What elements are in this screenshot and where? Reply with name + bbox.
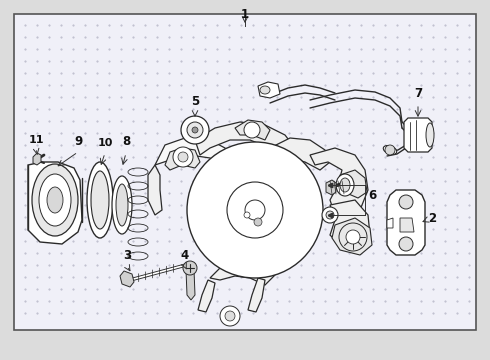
Circle shape (181, 116, 209, 144)
Ellipse shape (91, 171, 109, 229)
Polygon shape (28, 162, 82, 244)
Ellipse shape (260, 86, 270, 94)
Polygon shape (248, 278, 265, 312)
Circle shape (220, 306, 240, 326)
Ellipse shape (47, 187, 63, 213)
Polygon shape (33, 153, 41, 165)
Circle shape (183, 261, 197, 275)
Circle shape (322, 207, 338, 223)
Polygon shape (330, 200, 370, 248)
Polygon shape (210, 262, 275, 285)
Polygon shape (387, 190, 425, 255)
Polygon shape (235, 120, 270, 140)
Polygon shape (387, 218, 393, 228)
Ellipse shape (340, 178, 350, 192)
Ellipse shape (87, 162, 113, 238)
Polygon shape (270, 138, 330, 170)
Polygon shape (310, 148, 368, 220)
Polygon shape (258, 82, 280, 98)
Circle shape (173, 147, 193, 167)
Polygon shape (404, 118, 432, 152)
Circle shape (346, 230, 360, 244)
Text: 11: 11 (28, 135, 44, 145)
FancyBboxPatch shape (14, 14, 476, 330)
Text: 3: 3 (123, 249, 131, 262)
Circle shape (245, 200, 265, 220)
Polygon shape (120, 271, 134, 287)
Polygon shape (195, 122, 295, 158)
Circle shape (244, 122, 260, 138)
Circle shape (225, 311, 235, 321)
Text: 8: 8 (122, 135, 130, 148)
Text: 2: 2 (428, 212, 436, 225)
Text: 7: 7 (414, 87, 422, 100)
Ellipse shape (112, 176, 132, 234)
Ellipse shape (336, 174, 354, 196)
Polygon shape (332, 218, 372, 255)
Polygon shape (338, 170, 367, 198)
Circle shape (326, 211, 334, 219)
Text: 6: 6 (368, 189, 376, 202)
Polygon shape (400, 218, 414, 232)
Text: 1: 1 (241, 8, 249, 21)
Ellipse shape (32, 164, 78, 236)
Circle shape (399, 195, 413, 209)
Ellipse shape (39, 174, 71, 226)
Polygon shape (186, 270, 195, 300)
Polygon shape (198, 280, 215, 312)
Text: 9: 9 (74, 135, 82, 148)
Circle shape (254, 218, 262, 226)
Ellipse shape (426, 123, 434, 147)
Polygon shape (165, 148, 200, 170)
Ellipse shape (116, 184, 128, 226)
Circle shape (187, 142, 323, 278)
Text: 4: 4 (181, 249, 189, 262)
Circle shape (192, 127, 198, 133)
Circle shape (385, 145, 395, 155)
Circle shape (244, 212, 250, 218)
Polygon shape (155, 138, 230, 168)
Text: 5: 5 (191, 95, 199, 108)
Circle shape (227, 182, 283, 238)
Circle shape (187, 122, 203, 138)
Polygon shape (148, 165, 162, 215)
Circle shape (178, 152, 188, 162)
Polygon shape (326, 180, 336, 195)
Circle shape (399, 237, 413, 251)
Text: 10: 10 (98, 138, 113, 148)
Ellipse shape (383, 145, 397, 154)
